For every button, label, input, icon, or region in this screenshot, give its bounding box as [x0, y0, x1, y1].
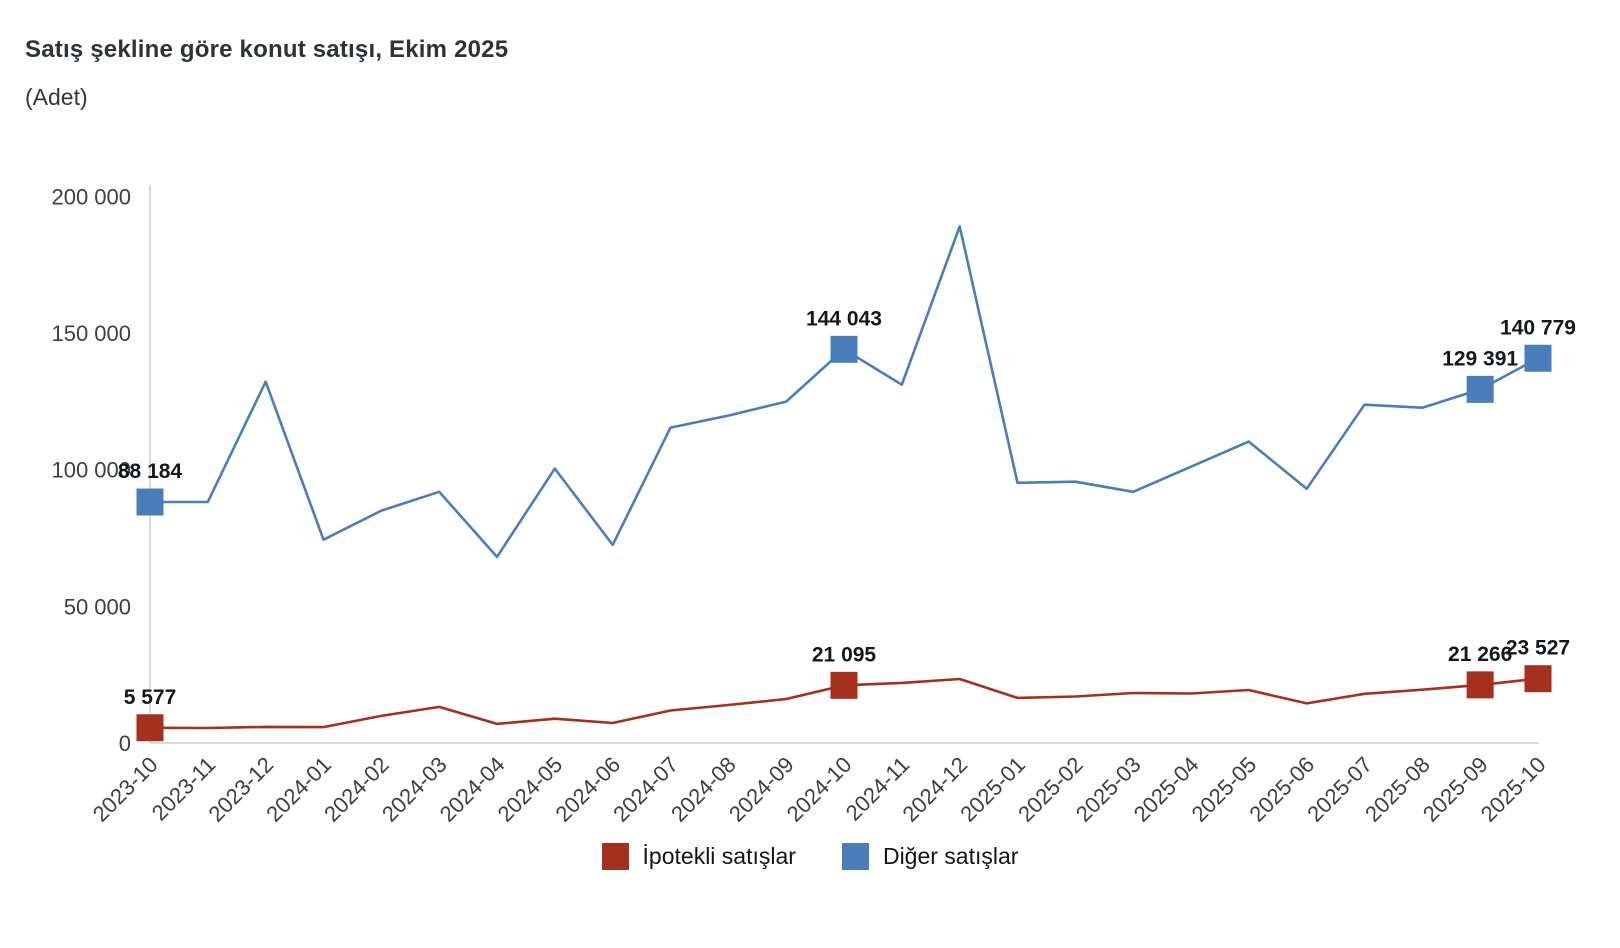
series-line-diger — [148, 225, 1540, 559]
data-label: 23 527 — [1506, 637, 1570, 660]
data-label: 129 391 — [1442, 347, 1518, 370]
data-label: 144 043 — [806, 307, 882, 330]
data-marker — [1524, 344, 1552, 372]
data-marker — [1466, 375, 1494, 403]
y-tick-label: 150 000 — [51, 321, 131, 346]
legend-label: Diğer satışlar — [882, 843, 1019, 869]
chart-legend: İpotekli satışlar Diğer satışlar — [0, 843, 1620, 870]
data-label: 5 577 — [124, 686, 177, 709]
legend-item-ipotekli[interactable]: İpotekli satışlar — [601, 843, 796, 870]
data-marker — [1466, 671, 1494, 699]
legend-item-diger[interactable]: Diğer satışlar — [841, 843, 1019, 870]
x-tick-label: 2024-10 — [782, 752, 857, 827]
y-tick-label: 100 000 — [51, 458, 131, 483]
y-tick-label: 0 — [119, 731, 131, 756]
data-label: 21 095 — [812, 643, 877, 666]
y-tick-label: 50 000 — [64, 594, 131, 619]
legend-swatch-ipotekli — [601, 843, 629, 870]
y-tick-label: 200 000 — [51, 184, 131, 209]
chart-subtitle: (Adet) — [25, 84, 88, 110]
data-label: 88 184 — [118, 460, 183, 483]
data-marker — [830, 671, 858, 699]
data-marker — [136, 488, 164, 516]
x-tick-label: 2025-10 — [1476, 752, 1551, 827]
chart-title: Satış şekline göre konut satışı, Ekim 20… — [25, 36, 509, 63]
legend-label: İpotekli satışlar — [642, 843, 796, 869]
data-marker — [136, 714, 164, 742]
data-label: 140 779 — [1500, 316, 1576, 339]
data-label: 21 266 — [1448, 643, 1512, 666]
x-tick-label: 2023-10 — [88, 752, 163, 827]
data-marker — [830, 335, 858, 363]
legend-swatch-diger — [841, 843, 869, 870]
data-marker — [1524, 665, 1552, 693]
